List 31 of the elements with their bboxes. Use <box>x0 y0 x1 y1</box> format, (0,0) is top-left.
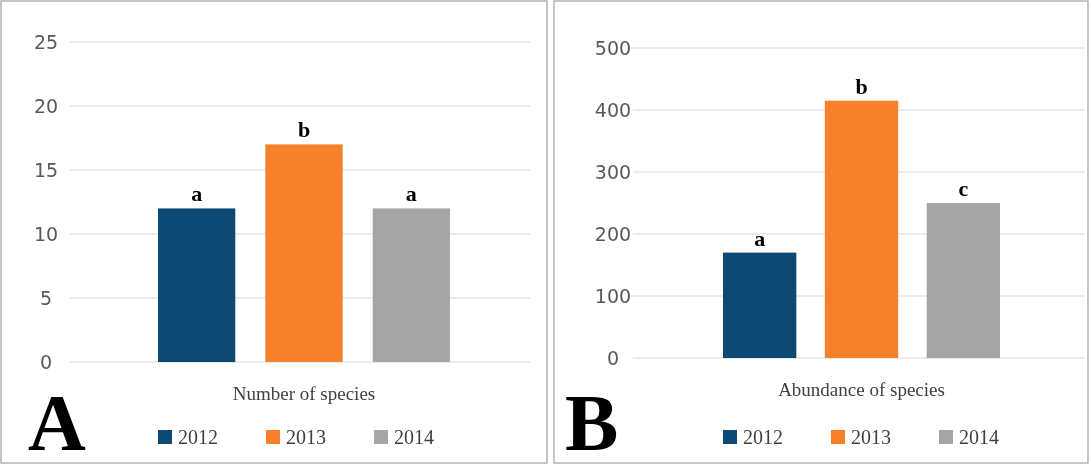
legend-label: 2014 <box>959 426 999 448</box>
data-label: b <box>297 117 311 143</box>
data-label: a <box>191 181 203 207</box>
legend-label: 2012 <box>178 426 218 448</box>
bar <box>723 252 797 358</box>
text: A <box>28 379 86 464</box>
legend-label: 2014 <box>394 426 434 448</box>
x-tick-label: Number of species <box>232 383 376 404</box>
y-tick-label: 20 <box>33 94 59 117</box>
bar <box>824 100 899 358</box>
y-tick-label: 0 <box>606 346 620 369</box>
y-tick-label: 25 <box>33 30 59 53</box>
data-label: c <box>958 176 969 201</box>
y-tick-label: 5 <box>39 286 53 309</box>
legend-label: 2012 <box>743 426 783 448</box>
data-label: a <box>754 225 766 251</box>
x-tick-label: Abundance of species <box>778 379 945 400</box>
y-tick-label: 15 <box>33 158 59 181</box>
data-label: b <box>855 73 868 99</box>
legend-label: 2013 <box>851 426 891 448</box>
y-tick-label: 500 <box>594 36 632 59</box>
y-tick-label: 400 <box>594 98 632 121</box>
data-label: a <box>405 181 417 207</box>
y-tick-label: 300 <box>594 160 632 183</box>
y-tick-label: 0 <box>39 350 53 373</box>
legend-label: 2013 <box>286 426 326 448</box>
text: B <box>565 379 619 464</box>
bar <box>926 203 1000 358</box>
y-tick-label: 100 <box>594 284 632 307</box>
y-tick-label: 200 <box>594 222 632 245</box>
y-tick-label: 10 <box>33 222 59 245</box>
